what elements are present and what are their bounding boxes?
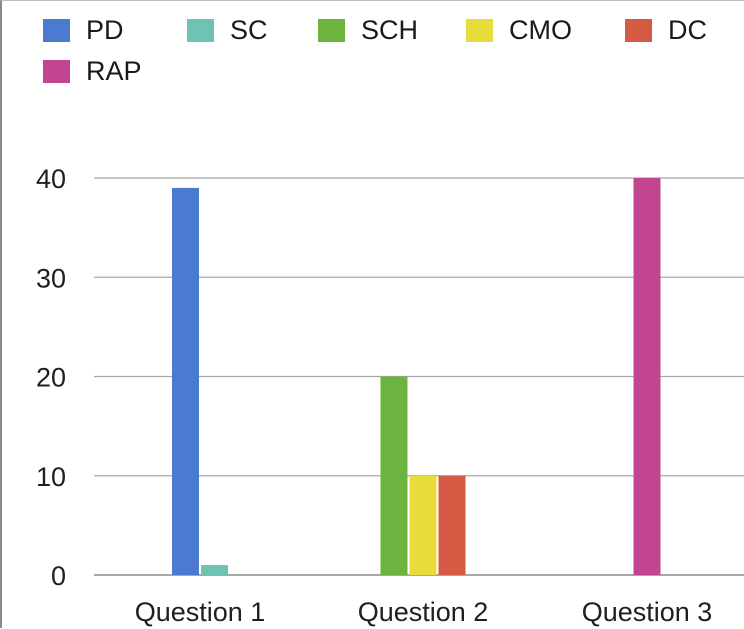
legend-swatch bbox=[318, 18, 345, 42]
bar-dc-question-2 bbox=[438, 475, 466, 575]
x-category-label: Question 2 bbox=[358, 597, 489, 627]
bar-sc-question-1 bbox=[201, 565, 228, 575]
y-tick-label: 30 bbox=[36, 263, 66, 293]
legend-label: DC bbox=[668, 15, 707, 45]
legend-label: PD bbox=[86, 15, 124, 45]
legend-swatch bbox=[625, 18, 652, 42]
x-category-label: Question 3 bbox=[582, 597, 713, 627]
legend-label: CMO bbox=[509, 15, 572, 45]
legend-swatch bbox=[187, 18, 214, 42]
legend-label: SC bbox=[230, 15, 268, 45]
legend-item-dc: DC bbox=[625, 13, 707, 47]
legend-label: SCH bbox=[361, 15, 419, 45]
bar-rap-question-3 bbox=[633, 178, 661, 575]
x-category-label: Question 1 bbox=[135, 597, 266, 627]
y-tick-label: 20 bbox=[36, 363, 66, 393]
bar-pd-question-1 bbox=[172, 187, 199, 576]
legend-item-sch: SCH bbox=[318, 13, 418, 47]
bar-sch-question-2 bbox=[380, 376, 408, 575]
legend-item-pd: PD bbox=[43, 13, 124, 47]
legend-item-cmo: CMO bbox=[466, 13, 572, 47]
y-tick-label: 0 bbox=[51, 561, 66, 591]
y-tick-label: 40 bbox=[36, 164, 66, 194]
legend-label: RAP bbox=[86, 56, 142, 86]
legend-swatch bbox=[43, 59, 70, 83]
legend-swatch bbox=[43, 18, 70, 42]
legend-item-rap: RAP bbox=[43, 54, 142, 88]
bar-cmo-question-2 bbox=[409, 475, 437, 575]
y-tick-label: 10 bbox=[36, 462, 66, 492]
legend-item-sc: SC bbox=[187, 13, 268, 47]
legend-swatch bbox=[466, 18, 493, 42]
